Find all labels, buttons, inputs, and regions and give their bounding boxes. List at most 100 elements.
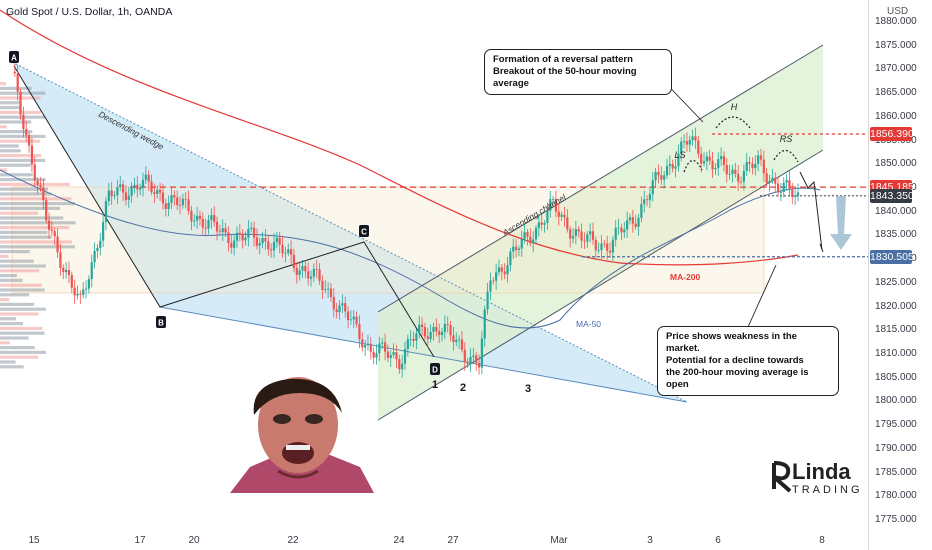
candle-body [406, 339, 409, 350]
point-label-b: B [158, 319, 164, 328]
projection-arrowhead [819, 243, 824, 253]
candle-body [506, 265, 509, 275]
reaction-face-image [230, 375, 374, 493]
candle-body [153, 192, 156, 194]
candle-body [389, 354, 392, 358]
candle-body [549, 199, 552, 211]
x-tick-label: 3 [647, 535, 653, 546]
candle-body [73, 287, 76, 296]
callout-top-line1: Formation of a reversal pattern [493, 54, 633, 65]
candle-body [691, 136, 694, 141]
candle-body [241, 234, 244, 241]
candle-body [583, 240, 586, 242]
candle-body [751, 163, 754, 169]
candle-body [614, 227, 617, 240]
candle-body [187, 199, 190, 211]
candle-body [361, 339, 364, 348]
candle-body [327, 288, 330, 290]
candle-body [378, 343, 381, 354]
candle-body [765, 173, 768, 183]
candle-body [577, 229, 580, 232]
callout-top: Formation of a reversal pattern Breakout… [484, 49, 672, 95]
left-shoulder-arc [683, 159, 703, 173]
volume-profile-bar [0, 144, 19, 148]
volume-profile-bar [0, 168, 8, 172]
candle-body [315, 268, 318, 270]
candle-body [139, 187, 142, 190]
candle-body [318, 269, 321, 281]
candle-body [660, 175, 663, 180]
candle-body [748, 161, 751, 164]
volume-profile-bar [0, 86, 32, 90]
y-tick-label: 1825.000 [875, 276, 917, 288]
candle-body [170, 195, 173, 203]
x-tick-label: 8 [819, 535, 825, 546]
candle-body [745, 161, 748, 171]
right-shoulder-arc [773, 149, 799, 163]
price-axis[interactable]: USD 1880.000 1875.000 1870.000 1865.000 1860… [868, 0, 932, 550]
candle-body [606, 243, 609, 251]
candle-body [27, 135, 31, 146]
chart-title: Gold Spot / U.S. Dollar, 1h, OANDA [6, 6, 173, 18]
candle-body [381, 342, 384, 344]
candle-body [181, 198, 184, 206]
candle-body [270, 249, 273, 251]
candle-body [757, 155, 760, 164]
candle-body [754, 163, 757, 169]
candle-body [82, 289, 85, 295]
candle-body [93, 251, 96, 263]
candle-body [432, 326, 435, 332]
candle-body [281, 244, 284, 254]
volume-profile-bar [0, 278, 23, 282]
volume-profile-bar [0, 307, 46, 311]
candle-body [480, 338, 483, 368]
candle-body [375, 353, 378, 358]
candle-body [443, 324, 446, 332]
candle-body [25, 129, 28, 136]
candle-body [329, 288, 333, 298]
candle-body [651, 180, 654, 195]
candle-body [483, 309, 486, 339]
candle-body [309, 276, 313, 279]
volume-profile-bar [0, 178, 46, 182]
candle-body [546, 210, 549, 223]
candle-body [711, 160, 714, 170]
candle-body [554, 198, 558, 212]
candle-body [50, 229, 53, 232]
volume-profile-bar [0, 211, 39, 215]
candle-body [289, 249, 293, 255]
y-tick-label: 1785.000 [875, 466, 917, 478]
candle-body [640, 204, 643, 218]
volume-profile-bar [0, 322, 24, 326]
volume-profile-bar [0, 326, 43, 330]
candle-body [543, 222, 546, 225]
candle-body [680, 141, 683, 154]
candle-body [438, 331, 441, 335]
candle-body [124, 192, 128, 200]
candle-body [560, 214, 563, 217]
candle-body [608, 250, 612, 253]
candle-body [603, 243, 606, 245]
volume-profile-bar [0, 130, 33, 134]
candle-body [580, 231, 583, 241]
candle-body [295, 268, 298, 275]
candle-body [141, 179, 145, 188]
candle-body [589, 231, 592, 235]
candle-body [671, 164, 674, 169]
ma50-label: MA-50 [576, 319, 601, 329]
candle-body [227, 232, 230, 244]
candle-body [700, 153, 703, 164]
volume-profile-bar [0, 269, 40, 273]
candle-body [725, 165, 728, 175]
callout-bottom-pointer [747, 264, 777, 328]
point-label-a: A [11, 54, 17, 63]
volume-profile-bar [0, 350, 46, 354]
candle-body [537, 222, 540, 228]
candle-body [16, 73, 19, 92]
volume-profile-bar [0, 163, 31, 167]
volume-profile-bar [0, 283, 43, 287]
candle-body [460, 339, 464, 350]
candle-body [731, 169, 734, 174]
candle-body [76, 293, 79, 296]
